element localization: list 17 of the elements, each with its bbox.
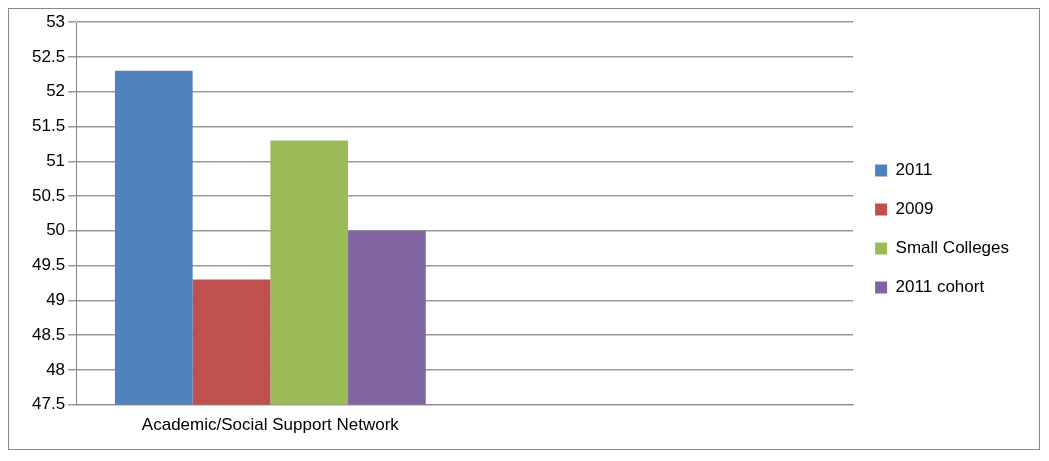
legend-label: 2011 cohort [895,277,985,297]
y-tick-label: 49 [46,290,66,309]
y-tick-label: 52 [46,81,66,101]
y-tick-label: 47.5 [31,394,66,414]
y-tick-label: 50 [46,220,66,240]
y-tick-label: 51 [46,150,66,170]
y-tick-label: 53 [46,11,66,31]
legend-label: Small Colleges [895,238,1010,258]
y-tick-label: 52.5 [31,46,66,66]
y-tick-label: 48 [46,359,66,379]
y-tick-label: 48.5 [31,324,66,344]
y-tick-label: 49.5 [31,255,66,275]
legend-label: 2009 [895,199,934,219]
y-tick-label: 51.5 [31,116,66,136]
legend-label: 2011 [895,160,933,180]
x-tick-label: Academic/Social Support Network [141,415,400,435]
y-tick-label: 50.5 [31,185,66,205]
